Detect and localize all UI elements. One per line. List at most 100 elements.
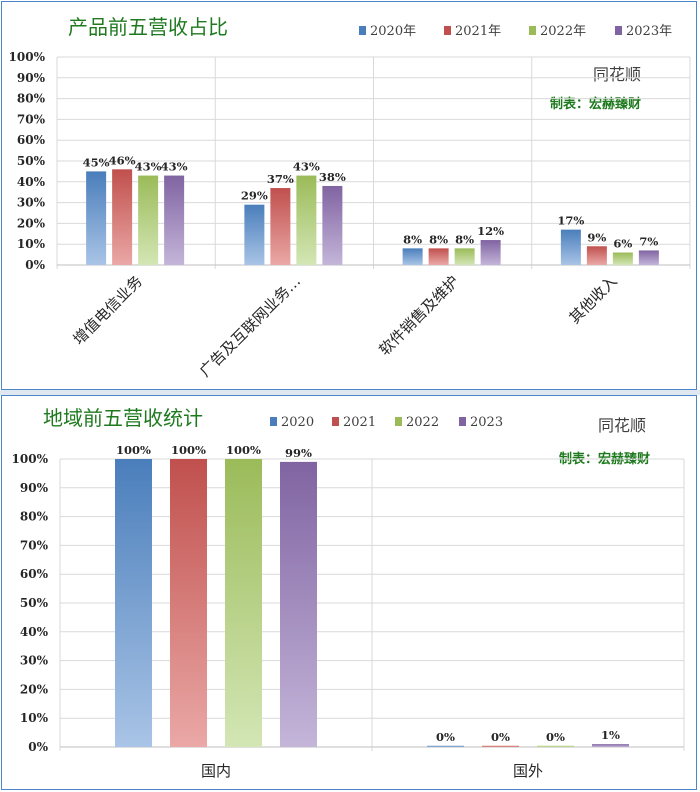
y-tick-label: 90% (17, 71, 46, 85)
data-label: 100% (171, 443, 206, 457)
data-label: 9% (587, 230, 606, 244)
data-label: 0% (436, 730, 455, 744)
data-label: 43% (135, 160, 162, 174)
data-label: 1% (601, 728, 620, 742)
legend-swatch-2022 (395, 417, 402, 426)
legend-label-2021年: 2021年 (455, 24, 501, 39)
y-tick-label: 20% (17, 216, 46, 230)
bar-2020年-增值电信业务 (86, 171, 107, 265)
data-label: 29% (241, 189, 268, 203)
data-label: 17% (557, 214, 584, 228)
y-tick-label: 100% (12, 452, 49, 466)
product-revenue-chart-panel: 产品前五营收占比 2020年 2021年 2022年 2023年同花顺制表：宏赫臻财 0%… (1, 1, 697, 390)
data-label: 100% (226, 443, 261, 457)
y-tick-label: 40% (20, 625, 49, 639)
bar-2021年-软件销售及维护 (428, 248, 449, 265)
y-tick-label: 90% (20, 481, 49, 495)
y-tick-label: 30% (17, 196, 46, 210)
y-tick-label: 0% (28, 740, 48, 754)
watermark-text: 同花顺 (593, 65, 641, 84)
legend-swatch-2021年 (444, 26, 451, 35)
region-revenue-chart: 地域前五营收统计 2020 2021 2022 2023 同花顺制表：宏赫臻财0%10%2… (12, 406, 685, 780)
bar-2023年-广告及互联网业务… (322, 185, 343, 265)
bar-2021年-其他收入 (586, 246, 607, 265)
chart-maker-label: 制表：宏赫臻财 (550, 96, 641, 112)
bar-2022年-软件销售及维护 (454, 248, 475, 265)
category-label: 增值电信业务 (70, 272, 146, 348)
y-tick-label: 70% (20, 538, 49, 552)
y-tick-label: 60% (20, 567, 49, 581)
bar-2020年-其他收入 (560, 229, 581, 265)
bar-2023-国内 (280, 461, 317, 747)
category-label: 国内 (201, 762, 231, 780)
data-label: 38% (319, 170, 346, 184)
legend-swatch-2020 (270, 417, 277, 426)
bar-2022年-增值电信业务 (138, 175, 159, 265)
data-label: 8% (429, 232, 448, 246)
bar-2020-国内 (115, 459, 152, 747)
data-label: 99% (285, 446, 312, 460)
y-tick-label: 10% (17, 237, 46, 251)
bar-2023-国外 (592, 744, 629, 747)
data-label: 43% (293, 160, 320, 174)
bar-2020-国外 (427, 745, 464, 747)
y-tick-label: 0% (25, 258, 45, 272)
bar-2021年-广告及互联网业务… (270, 188, 291, 265)
bar-2022-国内 (225, 459, 262, 747)
y-tick-label: 50% (17, 154, 46, 168)
legend-label-2023年: 2023年 (626, 24, 672, 39)
data-label: 37% (267, 172, 294, 186)
bar-2021年-增值电信业务 (112, 169, 133, 265)
chart-title: 产品前五营收占比 (68, 15, 228, 39)
category-label: 广告及互联网业务… (196, 272, 304, 380)
data-label: 7% (639, 234, 658, 248)
data-label: 8% (403, 232, 422, 246)
y-tick-label: 60% (17, 133, 46, 147)
category-label: 其他收入 (566, 272, 621, 327)
legend-label-2022: 2022 (406, 415, 439, 430)
data-label: 45% (83, 155, 110, 169)
panel-divider (0, 390, 700, 395)
data-label: 100% (116, 443, 151, 457)
data-label: 8% (455, 232, 474, 246)
y-tick-label: 10% (20, 711, 49, 725)
y-tick-label: 40% (17, 175, 46, 189)
bar-2020年-软件销售及维护 (402, 248, 423, 265)
legend-swatch-2021 (332, 417, 339, 426)
data-label: 0% (546, 730, 565, 744)
data-label: 0% (491, 730, 510, 744)
legend-label-2021: 2021 (343, 415, 376, 430)
watermark-text: 同花顺 (598, 416, 646, 435)
legend-label-2020: 2020 (281, 415, 314, 430)
bar-2021-国内 (170, 459, 207, 747)
y-tick-label: 50% (20, 596, 49, 610)
data-label: 12% (477, 224, 504, 238)
bar-2022年-广告及互联网业务… (296, 175, 317, 265)
legend-label-2020年: 2020年 (370, 24, 416, 39)
data-label: 46% (109, 153, 136, 167)
bar-2020年-广告及互联网业务… (244, 204, 265, 265)
bar-2022年-其他收入 (612, 252, 633, 265)
bar-2023年-其他收入 (638, 250, 659, 265)
bar-2022-国外 (537, 745, 574, 747)
chart-title: 地域前五营收统计 (43, 406, 203, 430)
y-tick-label: 100% (9, 50, 46, 64)
legend-label-2023: 2023 (470, 415, 503, 430)
legend-label-2022年: 2022年 (540, 24, 586, 39)
bar-2021-国外 (482, 745, 519, 747)
legend-swatch-2022年 (529, 26, 536, 35)
legend-swatch-2023 (459, 417, 466, 426)
y-tick-label: 70% (17, 112, 46, 126)
legend-swatch-2020年 (359, 26, 366, 35)
legend-swatch-2023年 (615, 26, 622, 35)
region-revenue-chart-panel: 地域前五营收统计 2020 2021 2022 2023 同花顺 制表：宏赫臻财 0% 10% 2… (1, 395, 697, 790)
y-tick-label: 80% (17, 92, 46, 106)
data-label: 43% (161, 160, 188, 174)
y-tick-label: 20% (20, 682, 49, 696)
category-label: 软件销售及维护 (375, 272, 462, 359)
data-label: 6% (613, 237, 632, 251)
category-label: 国外 (513, 762, 543, 780)
bar-2023年-软件销售及维护 (480, 240, 501, 265)
bar-2023年-增值电信业务 (164, 175, 185, 265)
